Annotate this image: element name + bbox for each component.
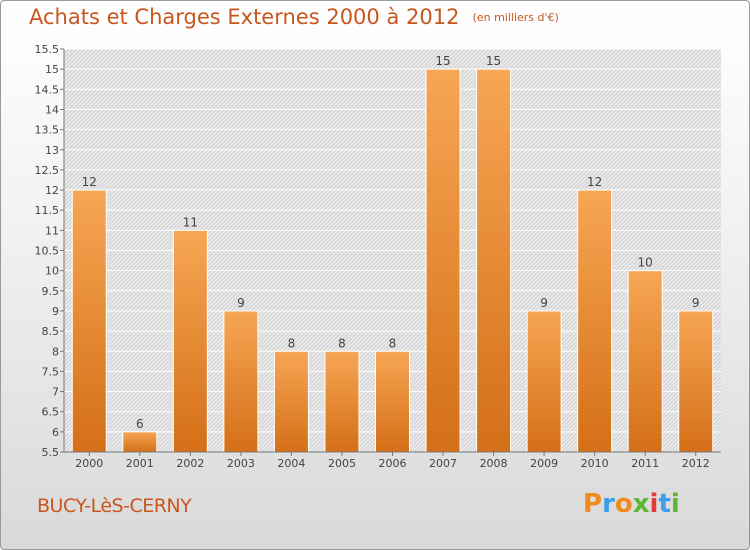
y-tick-label: 8	[52, 345, 59, 358]
bar-value-label: 9	[692, 296, 700, 310]
y-tick-label: 11.5	[35, 204, 60, 217]
bar	[627, 270, 663, 453]
logo-letter: i	[649, 489, 659, 519]
bar-value-label: 8	[389, 336, 397, 350]
y-tick-label: 12	[45, 184, 59, 197]
y-tick-label: 13	[45, 144, 59, 157]
x-tick-label: 2000	[75, 457, 103, 470]
y-tick-label: 7.5	[42, 365, 60, 378]
chart-title: Achats et Charges Externes 2000 à 2012	[29, 5, 460, 29]
bar	[223, 310, 259, 453]
y-tick-label: 11	[45, 224, 59, 237]
y-tick-label: 8.5	[42, 325, 60, 338]
x-tick-label: 2010	[581, 457, 609, 470]
x-tick-label: 2012	[682, 457, 710, 470]
x-tick-label: 2006	[379, 457, 407, 470]
bar-value-label: 12	[587, 175, 602, 189]
y-tick-label: 6.5	[42, 406, 60, 419]
x-tick-label: 2011	[631, 457, 659, 470]
bar	[172, 229, 208, 453]
logo-letter: i	[670, 489, 680, 519]
y-tick-label: 9	[52, 305, 59, 318]
x-tick-label: 2009	[530, 457, 558, 470]
x-tick-label: 2003	[227, 457, 255, 470]
bar-value-label: 8	[338, 336, 346, 350]
y-tick-label: 14	[45, 103, 59, 116]
logo-letter: o	[614, 489, 633, 519]
logo-letter: P	[583, 489, 603, 519]
bar	[678, 310, 714, 453]
bar-value-label: 9	[540, 296, 548, 310]
x-tick-label: 2004	[277, 457, 305, 470]
chart-title-block: Achats et Charges Externes 2000 à 2012 (…	[29, 5, 559, 29]
bar	[526, 310, 562, 453]
x-tick-label: 2007	[429, 457, 457, 470]
proxiti-logo: Proxiti	[583, 489, 680, 519]
city-name: BUCY-LèS-CERNY	[37, 495, 192, 517]
y-tick-label: 9.5	[42, 285, 60, 298]
y-tick-label: 5.5	[42, 446, 60, 459]
y-tick-label: 10.5	[35, 245, 60, 258]
y-tick-label: 10	[45, 265, 59, 278]
x-tick-label: 2002	[176, 457, 204, 470]
y-tick-label: 15.5	[35, 43, 60, 56]
bar	[577, 189, 613, 453]
logo-letter: r	[602, 489, 615, 519]
bar-value-label: 9	[237, 296, 245, 310]
y-tick-label: 12.5	[35, 164, 60, 177]
x-tick-label: 2008	[480, 457, 508, 470]
bar	[71, 189, 107, 453]
x-tick-label: 2001	[126, 457, 154, 470]
bar-value-label: 6	[136, 417, 144, 431]
chart-subtitle: (en milliers d'€)	[472, 11, 559, 24]
bar-value-label: 8	[288, 336, 296, 350]
y-tick-label: 7	[52, 386, 59, 399]
bar	[476, 68, 512, 453]
bar	[375, 350, 410, 453]
bar	[324, 350, 360, 453]
y-tick-label: 13.5	[35, 124, 60, 137]
y-tick-label: 15	[45, 63, 59, 76]
bar	[273, 350, 309, 453]
bar-value-label: 10	[638, 256, 653, 270]
x-tick-label: 2005	[328, 457, 356, 470]
bar-value-label: 15	[486, 54, 501, 68]
bar	[425, 68, 461, 453]
logo-letter: x	[632, 489, 650, 519]
logo-letter: t	[658, 489, 671, 519]
bar	[122, 431, 158, 453]
bar-value-label: 12	[82, 175, 97, 189]
bar-value-label: 15	[435, 54, 450, 68]
bar-value-label: 11	[183, 215, 198, 229]
y-tick-label: 6	[52, 426, 59, 439]
y-tick-label: 14.5	[35, 83, 60, 96]
